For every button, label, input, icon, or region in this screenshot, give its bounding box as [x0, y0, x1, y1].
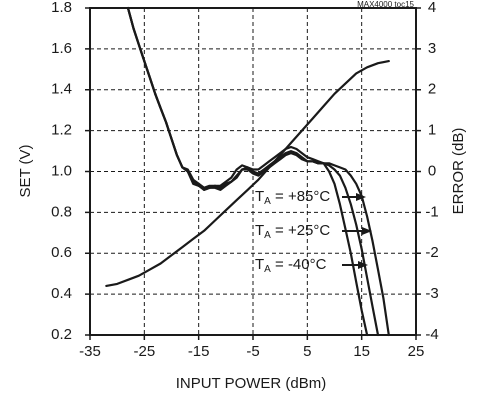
- y-right-tick-label: 0: [428, 162, 436, 179]
- temperature-label: TA = -40°C: [255, 256, 327, 275]
- set-voltage-line: [105, 60, 390, 287]
- arrow-head: [356, 193, 366, 201]
- y-left-tick-labels: 0.2 0.4 0.6 0.8 1.0 1.2 1.4 1.6 1.8: [51, 0, 72, 343]
- temperature-label: TA = +25°C: [255, 222, 330, 241]
- y-right-tick-labels: -4 -3 -2 -1 0 1 2 3 4: [425, 0, 438, 343]
- x-tick-label: -5: [246, 343, 259, 360]
- x-tick-labels: -35 -25 -15 -5 5 15 25: [79, 343, 424, 360]
- y-left-tick-label: 0.2: [51, 326, 72, 343]
- annotations: TA = +85°C TA = +25°C TA = -40°C: [255, 188, 372, 275]
- y-left-axis-title: SET (V): [17, 144, 34, 197]
- arrow-head: [362, 227, 372, 235]
- y-right-axis-title: ERROR (dB): [450, 128, 467, 215]
- y-left-tick-label: 0.4: [51, 285, 72, 302]
- y-left-tick-label: 1.4: [51, 81, 72, 98]
- y-right-tick-label: -3: [425, 285, 438, 302]
- y-right-tick-label: -2: [425, 244, 438, 261]
- y-left-tick-label: 0.8: [51, 203, 72, 220]
- y-right-tick-label: 4: [428, 0, 436, 16]
- arrow-head: [358, 261, 368, 269]
- y-right-tick-label: -1: [425, 203, 438, 220]
- x-axis-title: INPUT POWER (dBm): [176, 375, 327, 392]
- y-right-tick-label: 2: [428, 81, 436, 98]
- temperature-label: TA = +85°C: [255, 188, 330, 207]
- x-tick-label: -25: [133, 343, 155, 360]
- y-left-tick-label: 1.6: [51, 40, 72, 57]
- y-right-tick-label: 1: [428, 122, 436, 139]
- y-left-tick-label: 1.8: [51, 0, 72, 16]
- y-left-tick-label: 1.2: [51, 122, 72, 139]
- x-tick-label: 5: [303, 343, 311, 360]
- x-tick-label: -15: [188, 343, 210, 360]
- plot-frame: [89, 7, 417, 336]
- x-tick-label: 15: [353, 343, 370, 360]
- y-left-tick-label: 1.0: [51, 162, 72, 179]
- series-lines: [105, 6, 390, 337]
- y-right-tick-label: 3: [428, 40, 436, 57]
- figure-id: MAX4000 toc15: [357, 0, 414, 9]
- y-left-tick-label: 0.6: [51, 244, 72, 261]
- y-right-tick-label: -4: [425, 326, 438, 343]
- x-tick-label: 25: [408, 343, 425, 360]
- error-line-3: [126, 6, 369, 337]
- x-tick-label: -35: [79, 343, 101, 360]
